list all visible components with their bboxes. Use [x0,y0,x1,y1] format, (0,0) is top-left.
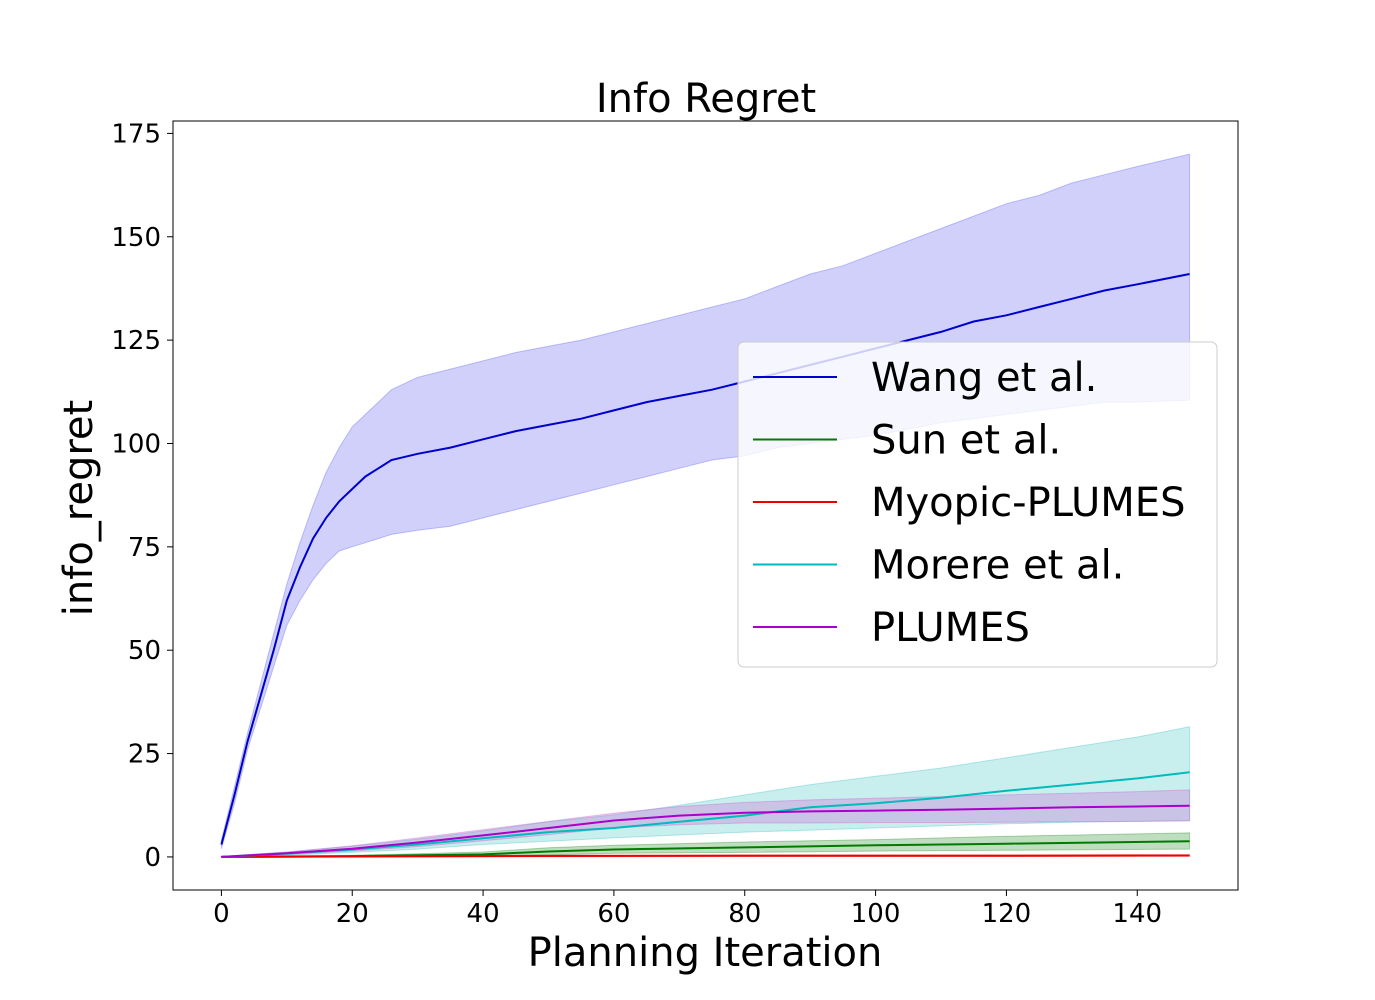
x-tick-label: 80 [728,899,761,929]
myopic-plumes-line [221,854,1190,858]
plumes-line [221,804,1190,858]
y-tick-label: 150 [111,223,161,253]
morere-et-al-band [220,726,1191,858]
sun-et-al-legend-label: Sun et al. [871,418,1061,464]
x-tick-label: 20 [336,899,369,929]
y-tick-label: 125 [111,326,161,356]
y-tick-label: 175 [111,119,161,149]
series-lines [220,273,1190,858]
legend-box [737,341,1218,668]
y-tick-label: 25 [128,740,161,770]
chart-title: Info Regret [596,76,816,122]
y-tick-label: 50 [128,636,161,666]
wang-et-al-line [220,273,1190,845]
x-tick-label: 100 [851,899,901,929]
x-tick-label: 140 [1112,899,1162,929]
morere-et-al-line [221,771,1190,858]
x-axis-label: Planning Iteration [528,930,883,976]
x-tick-label: 120 [982,899,1032,929]
plot-area-frame [172,120,1239,891]
legend: Wang et al. Sun et al. Myopic-PLUMES Morere… [737,341,1218,668]
plumes-legend-label: PLUMES [871,605,1030,651]
y-tick-label: 75 [128,533,161,563]
x-tick-label: 40 [467,899,500,929]
wang-et-al-legend-label: Wang et al. [871,355,1097,401]
morere-et-al-legend-label: Morere et al. [871,543,1124,589]
x-axis-ticks: 0 20 40 60 80 100 120 140 [213,890,1162,929]
y-axis-label: info_regret [56,400,102,616]
x-tick-label: 60 [597,899,630,929]
y-tick-label: 0 [144,843,161,873]
y-tick-label: 100 [111,429,161,459]
x-tick-label: 0 [213,899,230,929]
y-axis-ticks: 0 25 50 75 100 125 150 175 [111,119,173,873]
myopic-plumes-legend-label: Myopic-PLUMES [871,480,1185,526]
